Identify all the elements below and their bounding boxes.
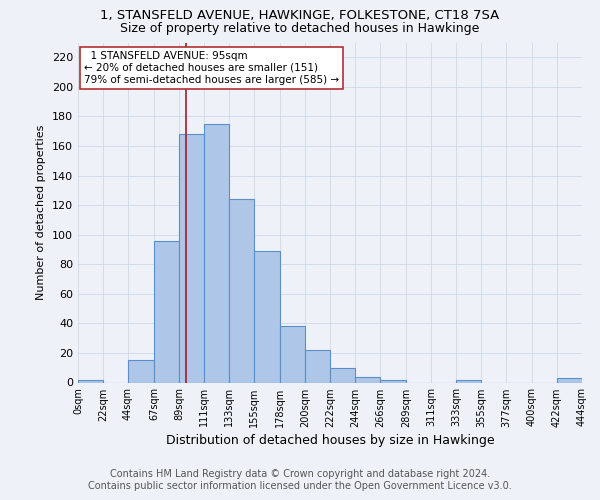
Bar	[179, 134, 204, 382]
Bar	[557, 378, 582, 382]
Bar	[229, 199, 254, 382]
Bar	[254, 251, 280, 382]
Text: Contains HM Land Registry data © Crown copyright and database right 2024.
Contai: Contains HM Land Registry data © Crown c…	[88, 470, 512, 491]
Bar	[305, 350, 330, 382]
Bar	[330, 368, 355, 382]
Bar	[128, 360, 154, 382]
Bar	[380, 380, 406, 382]
Text: Size of property relative to detached houses in Hawkinge: Size of property relative to detached ho…	[121, 22, 479, 35]
Bar	[154, 240, 179, 382]
Bar	[355, 376, 380, 382]
Bar	[280, 326, 305, 382]
Y-axis label: Number of detached properties: Number of detached properties	[37, 125, 46, 300]
Bar	[78, 380, 103, 382]
X-axis label: Distribution of detached houses by size in Hawkinge: Distribution of detached houses by size …	[166, 434, 494, 447]
Text: 1, STANSFELD AVENUE, HAWKINGE, FOLKESTONE, CT18 7SA: 1, STANSFELD AVENUE, HAWKINGE, FOLKESTON…	[100, 9, 500, 22]
Bar	[204, 124, 229, 382]
Text: 1 STANSFELD AVENUE: 95sqm
← 20% of detached houses are smaller (151)
79% of semi: 1 STANSFELD AVENUE: 95sqm ← 20% of detac…	[83, 52, 339, 84]
Bar	[456, 380, 481, 382]
